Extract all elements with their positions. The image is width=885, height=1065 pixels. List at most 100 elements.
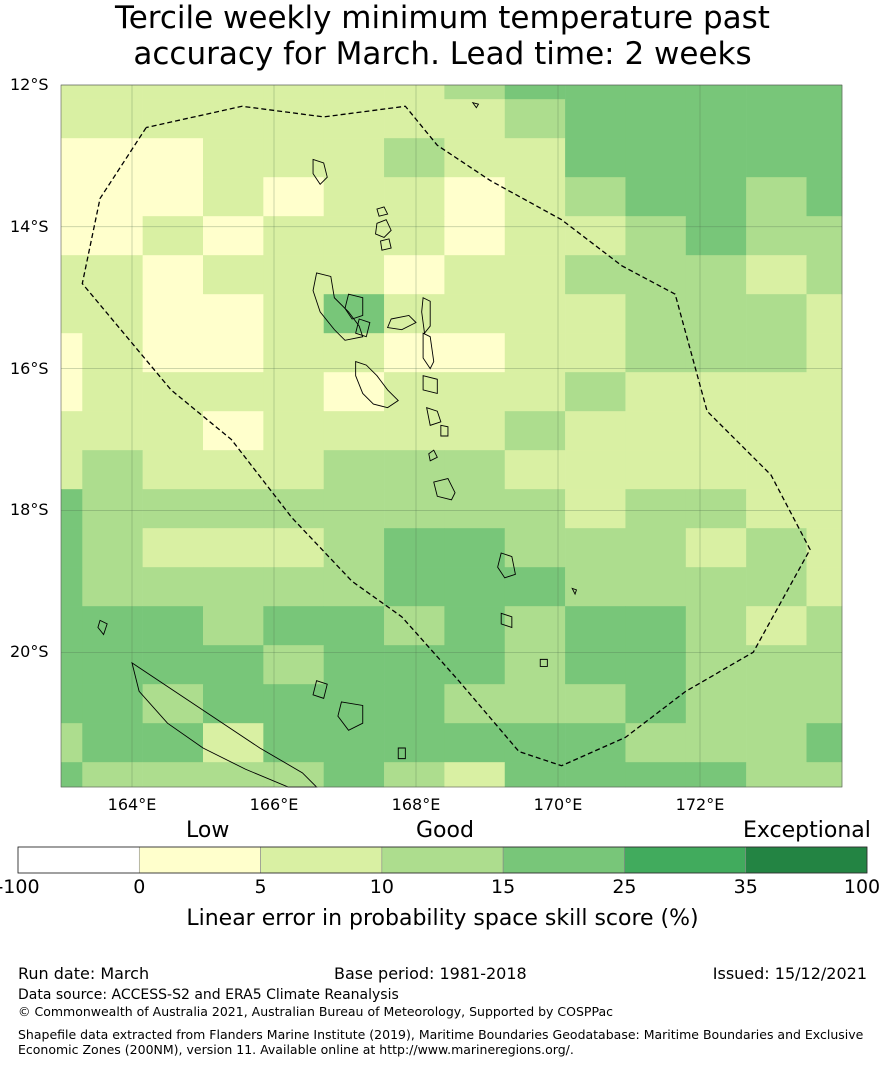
map-frame	[60, 84, 843, 788]
category-low-label: Low	[186, 818, 230, 843]
skill-cell	[142, 723, 204, 763]
skill-cell	[142, 216, 204, 256]
skill-cell	[746, 411, 807, 451]
skill-cell	[685, 333, 747, 373]
skill-cell	[504, 177, 566, 217]
skill-cell	[142, 489, 204, 529]
skill-cell	[142, 177, 204, 217]
skill-cell	[203, 333, 264, 373]
latitude-label: 12°S	[10, 75, 49, 94]
skill-cell	[565, 450, 626, 490]
island-outline	[397, 747, 406, 760]
skill-cell	[444, 411, 506, 451]
skill-cell	[504, 762, 566, 788]
colorbar-tick-label: 5	[254, 876, 267, 898]
shapefile-credit-line-2: Economic Zones (200NM), version 11. Avai…	[18, 1042, 574, 1057]
skill-cell	[82, 606, 143, 646]
skill-cell	[685, 528, 747, 568]
skill-cell	[61, 138, 83, 178]
skill-cell	[82, 411, 143, 451]
category-good-label: Good	[416, 818, 474, 843]
skill-cell	[61, 606, 83, 646]
skill-cell	[384, 216, 445, 256]
skill-cell	[504, 85, 566, 100]
island-outline	[386, 314, 417, 331]
skill-cell	[263, 411, 324, 451]
skill-cell	[263, 85, 324, 100]
skill-cell	[625, 177, 687, 217]
skill-cell	[625, 294, 687, 334]
skill-cell	[806, 723, 843, 763]
skill-cell	[565, 372, 626, 412]
skill-cell	[504, 255, 566, 295]
skill-cell	[746, 684, 807, 724]
skill-cell	[263, 177, 324, 217]
skill-cell	[384, 723, 445, 763]
skill-cell	[746, 138, 807, 178]
skill-cell	[82, 85, 143, 100]
skill-cell	[384, 411, 445, 451]
skill-cell	[203, 723, 264, 763]
skill-cell	[61, 684, 83, 724]
island-outline	[539, 658, 548, 667]
colorbar-segment	[624, 846, 747, 874]
skill-cell	[61, 99, 83, 139]
island-outline	[421, 297, 431, 335]
skill-cell	[685, 138, 747, 178]
skill-cell	[565, 645, 626, 685]
skill-cell	[142, 294, 204, 334]
skill-cell	[685, 294, 747, 334]
skill-cell	[203, 99, 264, 139]
skill-cell	[142, 333, 204, 373]
skill-cell	[142, 450, 204, 490]
skill-cell	[504, 216, 566, 256]
skill-cell	[685, 606, 747, 646]
colorbar-segment	[17, 846, 140, 874]
skill-cell	[685, 645, 747, 685]
skill-cell	[142, 606, 204, 646]
skill-cell	[203, 216, 264, 256]
skill-cell	[565, 723, 626, 763]
skill-cell	[323, 333, 385, 373]
skill-cell	[263, 450, 324, 490]
colorbar-tick-label: -100	[0, 876, 40, 898]
skill-cell	[82, 177, 143, 217]
shapefile-credit-line-1: Shapefile data extracted from Flanders M…	[18, 1027, 864, 1042]
skill-cell	[323, 294, 385, 334]
map-title: Tercile weekly minimum temperature past …	[0, 0, 885, 72]
skill-cell	[263, 294, 324, 334]
skill-cell	[203, 450, 264, 490]
skill-cell	[323, 567, 385, 607]
skill-cell	[565, 294, 626, 334]
skill-cell	[685, 450, 747, 490]
skill-cell	[625, 645, 687, 685]
skill-cell	[384, 528, 445, 568]
skill-cell	[263, 333, 324, 373]
island-outline	[355, 318, 371, 338]
skill-cell	[685, 177, 747, 217]
skill-cell	[806, 489, 843, 529]
skill-cell	[504, 372, 566, 412]
latitude-label: 14°S	[10, 216, 49, 236]
data-source: Data source: ACCESS-S2 and ERA5 Climate …	[18, 987, 399, 1003]
skill-cell	[61, 372, 83, 412]
skill-grid	[61, 85, 843, 788]
skill-cell	[263, 762, 324, 788]
skill-cell	[384, 177, 445, 217]
skill-cell	[61, 645, 83, 685]
skill-cell	[61, 489, 83, 529]
colorbar-segment	[745, 846, 868, 874]
skill-cell	[565, 567, 626, 607]
skill-cell	[384, 762, 445, 788]
skill-cell	[444, 762, 506, 788]
skill-cell	[82, 762, 143, 788]
skill-cell	[263, 138, 324, 178]
island-outline	[312, 272, 364, 341]
skill-cell	[384, 684, 445, 724]
skill-cell	[685, 489, 747, 529]
island-outline	[337, 701, 364, 731]
skill-cell	[82, 567, 143, 607]
skill-cell	[625, 606, 687, 646]
skill-cell	[565, 684, 626, 724]
skill-cell	[565, 333, 626, 373]
